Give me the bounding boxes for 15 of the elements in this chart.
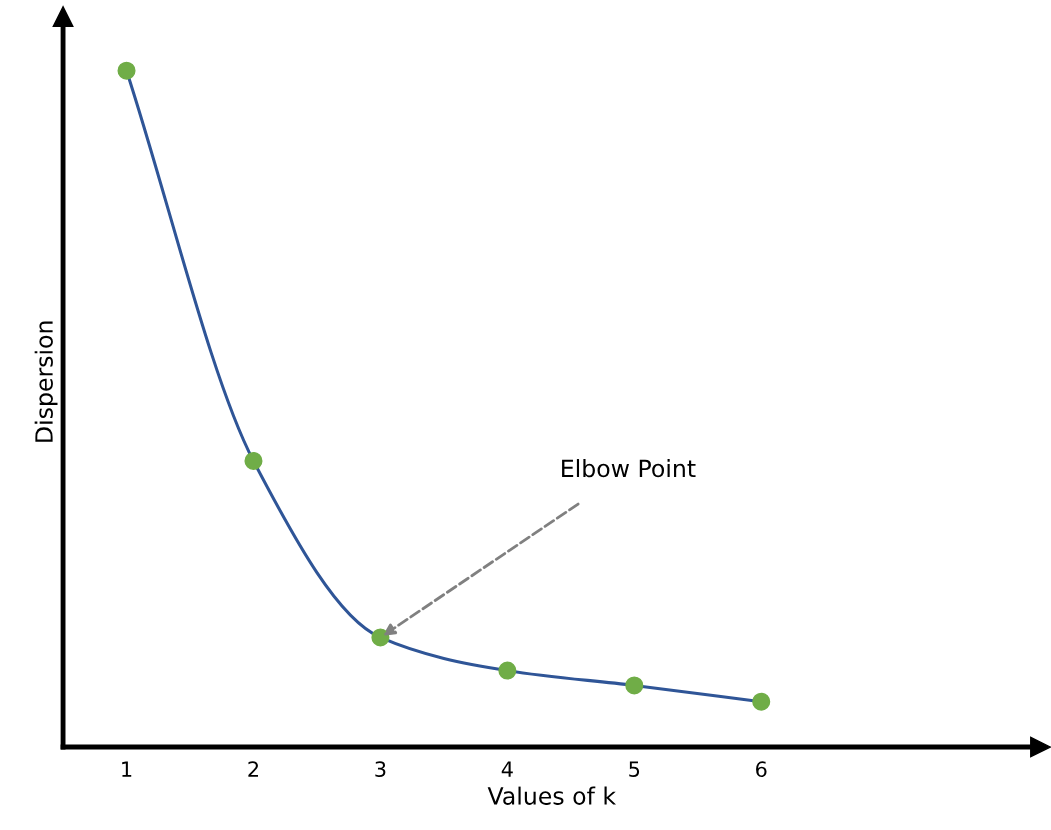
point	[117, 61, 136, 80]
annotation: Elbow Point	[562, 459, 696, 478]
x-tick-label: 4	[501, 761, 513, 777]
point	[498, 661, 517, 680]
point	[371, 628, 390, 647]
x-tick-label: 5	[629, 761, 640, 778]
x-tick-label: 3	[375, 761, 386, 778]
x-tick-label: 6	[756, 761, 767, 778]
point	[244, 451, 263, 470]
x-axis-title: Values of k	[487, 786, 616, 805]
point	[752, 692, 771, 711]
point	[625, 676, 644, 695]
x-tick-label: 1	[122, 761, 132, 777]
x-tick-label: 2	[248, 761, 259, 777]
y-axis-title: Dispersion	[34, 321, 58, 442]
